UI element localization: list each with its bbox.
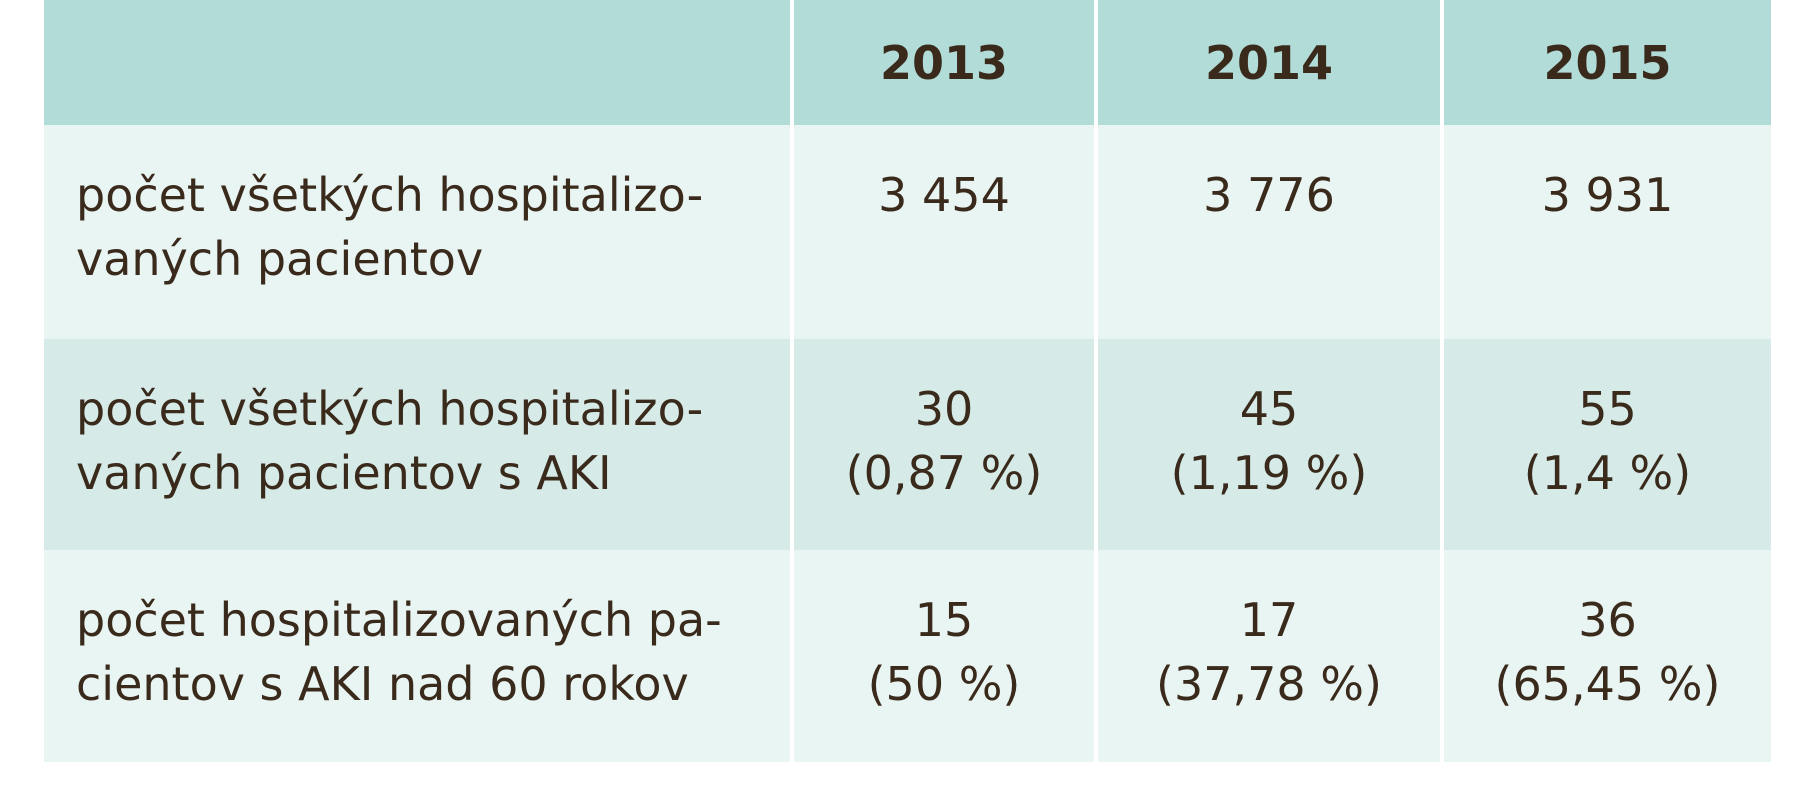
header-cell-2013: 2013 <box>794 0 1094 125</box>
row-label-line: cientov s AKI nad 60 rokov <box>76 657 689 711</box>
cell-percent: (65,45 %) <box>1494 657 1721 711</box>
row-label: počet všetkých hospitalizo- vaných pacie… <box>44 339 790 550</box>
cell-percent: (50 %) <box>867 657 1021 711</box>
table-cell: 36 (65,45 %) <box>1444 550 1771 762</box>
cell-count: 15 <box>914 593 974 647</box>
cell-count: 3 454 <box>878 168 1010 222</box>
table-cell: 45 (1,19 %) <box>1098 339 1440 550</box>
table-cell: 3 776 <box>1098 125 1440 339</box>
table-cell: 30 (0,87 %) <box>794 339 1094 550</box>
cell-percent: (0,87 %) <box>845 446 1043 500</box>
row-label: počet hospitalizovaných pa- cientov s AK… <box>44 550 790 762</box>
cell-count: 3 931 <box>1541 168 1674 222</box>
cell-count: 30 <box>914 382 974 436</box>
cell-count: 36 <box>1578 593 1637 647</box>
cell-percent: (37,78 %) <box>1156 657 1382 711</box>
row-label-line: počet hospitalizovaných pa- <box>76 593 722 647</box>
data-table: 2013 2014 2015 počet všetkých hospitaliz… <box>44 0 1771 762</box>
row-label: počet všetkých hospitalizo- vaných pacie… <box>44 125 790 339</box>
table-cell: 17 (37,78 %) <box>1098 550 1440 762</box>
cell-count: 17 <box>1239 593 1299 647</box>
row-label-line: počet všetkých hospitalizo- <box>76 382 704 436</box>
cell-count: 55 <box>1578 382 1637 436</box>
table-cell: 3 931 <box>1444 125 1771 339</box>
cell-count: 45 <box>1239 382 1299 436</box>
cell-count: 3 776 <box>1203 168 1335 222</box>
header-cell-2014: 2014 <box>1098 0 1440 125</box>
row-label-line: počet všetkých hospitalizo- <box>76 168 704 222</box>
row-label-line: vaných pacientov <box>76 232 484 286</box>
table-cell: 55 (1,4 %) <box>1444 339 1771 550</box>
row-label-line: vaných pacientov s AKI <box>76 446 612 500</box>
table-cell: 3 454 <box>794 125 1094 339</box>
cell-percent: (1,19 %) <box>1170 446 1368 500</box>
header-cell-2015: 2015 <box>1444 0 1771 125</box>
table-cell: 15 (50 %) <box>794 550 1094 762</box>
cell-percent: (1,4 %) <box>1523 446 1692 500</box>
header-cell-empty <box>44 0 790 125</box>
